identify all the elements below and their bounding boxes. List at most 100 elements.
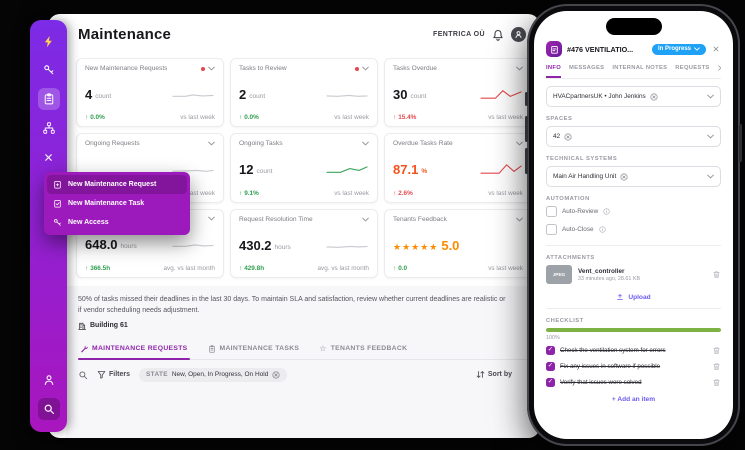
upload-icon <box>617 294 624 300</box>
kpi-delta: ↑ 0.0% <box>239 114 259 122</box>
search-icon[interactable] <box>78 370 88 380</box>
kpi-compare: avg. vs last month <box>317 265 369 272</box>
technical-systems-label: TECHNICAL SYSTEMS <box>546 156 618 162</box>
topbar-right: FENTRICA OÜ <box>433 27 526 42</box>
phone-screen: #476 VENTILATIO... In Progress INFO MESS… <box>534 11 733 439</box>
tab-requests[interactable]: REQUESTS <box>675 65 710 71</box>
chevron-down-icon[interactable] <box>208 66 215 71</box>
remove-icon[interactable] <box>650 92 658 101</box>
up-arrow-icon: ↑ <box>239 189 243 197</box>
clipboard-icon <box>208 344 215 353</box>
upload-button[interactable]: Upload <box>616 293 651 301</box>
checkbox[interactable] <box>546 206 557 217</box>
kpi-compare: avg. vs last month <box>163 265 215 272</box>
add-checklist-item-button[interactable]: + Add an item <box>611 396 656 403</box>
status-dropdown[interactable]: In Progress <box>651 43 706 55</box>
state-filter-chip[interactable]: STATE New, Open, In Progress, On Hold <box>139 367 288 382</box>
assignee-select[interactable]: HVACpartnersUK • John Jenkins <box>546 86 721 107</box>
notifications-bell-icon[interactable] <box>492 29 504 41</box>
remove-icon[interactable] <box>564 132 572 141</box>
org-name: FENTRICA OÜ <box>433 31 485 38</box>
tab-info[interactable]: INFO <box>546 65 562 78</box>
kpi-compare: vs last week <box>180 114 215 122</box>
chevron-down-icon <box>694 47 700 51</box>
chevron-down-icon[interactable] <box>362 217 369 222</box>
trash-icon[interactable] <box>712 378 721 387</box>
trash-icon[interactable] <box>712 346 721 355</box>
checklist-item[interactable]: ✓ Fix any issues in software if possible <box>546 362 721 371</box>
chevron-down-icon[interactable] <box>362 141 369 146</box>
sidebar-item-access[interactable] <box>38 59 60 81</box>
checklist-item[interactable]: ✓ Verify that issues were solved <box>546 378 721 387</box>
kpi-compare: vs last week <box>334 189 369 197</box>
user-avatar[interactable] <box>511 27 526 42</box>
kpi-value: 4 <box>85 87 93 103</box>
kpi-grid: New Maintenance Requests 4 count ↑ 0.0% vs … <box>76 58 532 278</box>
sidebar-close-menu[interactable] <box>38 146 60 168</box>
clipboard-icon <box>44 93 53 105</box>
star-rating: ★★★★★ <box>393 241 439 252</box>
kpi-title: New Maintenance Requests <box>85 65 168 72</box>
technical-systems-select[interactable]: Main Air Handling Unit <box>546 166 721 187</box>
tab-maintenance-tasks[interactable]: MAINTENANCE TASKS <box>206 339 302 359</box>
chevron-right-icon[interactable] <box>717 64 721 72</box>
up-arrow-icon: ↑ <box>393 265 397 272</box>
kpi-title: Ongoing Tasks <box>239 140 283 148</box>
chevron-down-icon[interactable] <box>516 217 523 222</box>
sidebar-item-maintenance[interactable] <box>37 88 60 110</box>
tab-internal-notes[interactable]: INTERNAL NOTES <box>612 65 668 71</box>
sidebar-item-profile[interactable] <box>38 369 60 391</box>
auto-review-option[interactable]: Auto-Review <box>546 206 721 217</box>
chevron-down-icon[interactable] <box>208 141 215 146</box>
chevron-down-icon[interactable] <box>516 141 523 146</box>
sidebar-item-quick-actions[interactable] <box>38 30 60 52</box>
tab-messages[interactable]: MESSAGES <box>569 65 605 71</box>
sidebar-item-search[interactable] <box>37 398 60 420</box>
chevron-down-icon[interactable] <box>516 66 523 71</box>
attachments-label: ATTACHMENTS <box>546 255 595 261</box>
sort-by-button[interactable]: Sort by <box>476 370 512 379</box>
trash-icon[interactable] <box>712 362 721 371</box>
file-thumbnail: JPEG <box>546 265 572 284</box>
remove-icon[interactable] <box>620 172 628 181</box>
close-button[interactable] <box>711 45 721 53</box>
remove-filter-icon[interactable] <box>272 371 280 379</box>
kpi-compare: vs last week <box>180 189 215 197</box>
checked-checkbox[interactable]: ✓ <box>546 362 555 371</box>
checklist-progress-value: 100% <box>546 335 560 341</box>
kpi-value: 87.1 <box>393 162 419 178</box>
filters-button[interactable]: Filters <box>97 370 130 379</box>
menu-item-new-maintenance-request[interactable]: New Maintenance Request <box>47 175 187 194</box>
menu-item-new-maintenance-task[interactable]: New Maintenance Task <box>47 194 187 213</box>
chevron-down-icon[interactable] <box>208 216 215 221</box>
checked-checkbox[interactable]: ✓ <box>546 346 555 355</box>
funnel-icon <box>97 371 106 379</box>
tab-maintenance-requests[interactable]: MAINTENANCE REQUESTS <box>78 339 190 360</box>
filter-bar: Filters STATE New, Open, In Progress, On… <box>78 367 528 382</box>
kpi-title: Tasks Overdue <box>393 65 437 72</box>
ticket-icon <box>546 41 562 57</box>
trash-icon[interactable] <box>712 270 721 279</box>
kpi-value: 30 <box>393 87 408 103</box>
checkbox[interactable] <box>546 224 557 235</box>
tab-tenants-feedback[interactable]: ☆ TENANTS FEEDBACK <box>319 343 408 353</box>
info-icon[interactable] <box>603 208 610 215</box>
menu-item-new-access[interactable]: New Access <box>47 213 187 232</box>
sidebar-item-systems[interactable] <box>38 117 60 139</box>
chevron-down-icon[interactable] <box>362 66 369 71</box>
kpi-card: New Maintenance Requests 4 count ↑ 0.0% vs … <box>76 58 224 128</box>
auto-close-option[interactable]: Auto-Close <box>546 224 721 235</box>
quick-create-menu: New Maintenance Request New Maintenance … <box>44 172 190 235</box>
sort-arrows-icon <box>476 371 485 379</box>
kpi-compare: vs last week <box>334 114 369 122</box>
attachment-item[interactable]: JPEG Vent_controller 33 minutes ago, 28.… <box>546 265 721 284</box>
checklist-item[interactable]: ✓ Check the ventilation system for error… <box>546 346 721 355</box>
kpi-value: 5.0 <box>441 237 460 253</box>
kpi-unit: count <box>256 168 273 176</box>
info-icon[interactable] <box>598 226 606 233</box>
up-arrow-icon: ↑ <box>393 189 397 197</box>
spaces-select[interactable]: 42 <box>546 126 721 147</box>
building-row: Building 61 <box>78 322 528 330</box>
checked-checkbox[interactable]: ✓ <box>546 378 555 387</box>
